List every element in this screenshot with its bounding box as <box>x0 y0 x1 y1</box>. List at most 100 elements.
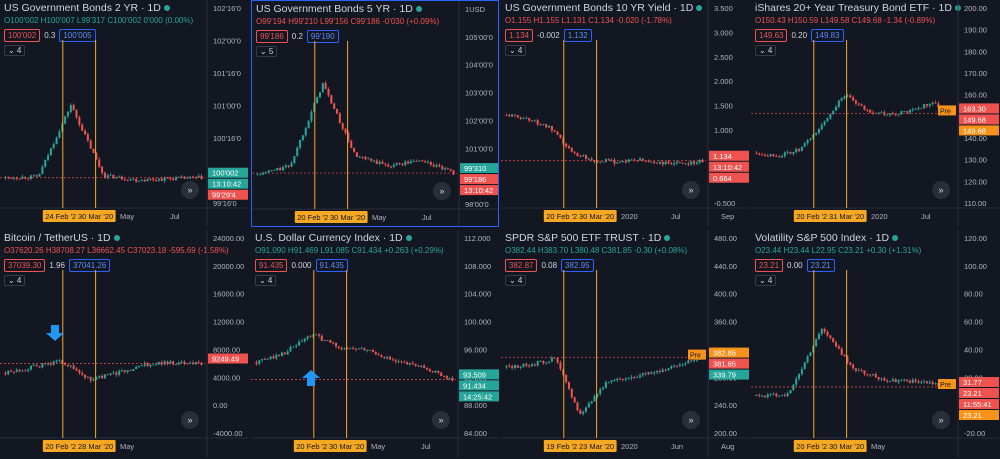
buy-price-button[interactable]: 1.132 <box>563 29 592 42</box>
symbol-title[interactable]: Volatility S&P 500 Index · 1D <box>755 232 890 244</box>
buy-price-button[interactable]: 149.83 <box>811 29 844 42</box>
scroll-to-latest-icon[interactable]: » <box>932 411 950 429</box>
sell-price-button[interactable]: 91.435 <box>255 259 288 272</box>
candle-body <box>377 354 380 356</box>
chart-pane[interactable]: Volatility S&P 500 Index · 1D O23.44 H23.… <box>751 230 999 457</box>
chart-title: SPDR S&P 500 ETF TRUST · 1D <box>505 232 671 244</box>
chart-pane[interactable]: U.S. Dollar Currency Index · 1D O91.090 H… <box>251 230 499 457</box>
candle-body <box>508 115 511 117</box>
price-chart[interactable]: 1USD 105'00'0 104'00'0 103'00'0 102'00'0 101'… <box>252 1 499 227</box>
candle-body <box>18 369 21 372</box>
price-tag-label: 0.664 <box>713 174 732 183</box>
candle-body <box>132 179 135 180</box>
date-marker-tag <box>826 440 867 452</box>
buy-price-button[interactable]: 37041.26 <box>68 259 111 272</box>
sell-price-button[interactable]: 382.87 <box>505 259 538 272</box>
buy-price-button[interactable]: 100'005 <box>59 29 96 42</box>
chart-pane[interactable]: US Government Bonds 10 YR Yield · 1D O1.1… <box>501 0 749 227</box>
date-marker-tag <box>75 440 116 452</box>
symbol-title[interactable]: US Government Bonds 5 YR · 1D <box>256 3 413 15</box>
buy-price-button[interactable]: 91.435 <box>315 259 348 272</box>
scroll-to-latest-icon[interactable]: » <box>682 411 700 429</box>
indicator-collapse-toggle[interactable]: ⌄ 4 <box>755 275 777 286</box>
price-tag <box>709 150 749 161</box>
scroll-to-latest-icon[interactable]: » <box>181 181 199 199</box>
candle-body <box>95 377 98 380</box>
sell-price-button[interactable]: 37039.30 <box>4 259 46 272</box>
price-chart[interactable]: 24000.00 20000.00 16000.00 12000.00 8000.00 4… <box>0 230 248 457</box>
indicator-collapse-toggle[interactable]: ⌄ 4 <box>255 275 277 286</box>
candle-body <box>891 113 894 115</box>
candle-body <box>140 180 143 181</box>
y-axis-tick-label: 80.00 <box>964 290 983 299</box>
sell-price-button[interactable]: 149.63 <box>755 29 788 42</box>
buy-price-button[interactable]: 23.21 <box>806 259 835 272</box>
candle-body <box>437 370 440 373</box>
indicator-collapse-toggle[interactable]: ⌄ 4 <box>505 275 527 286</box>
date-marker-tag <box>543 440 584 452</box>
chart-pane[interactable]: iShares 20+ Year Treasury Bond ETF · 1D O… <box>751 0 999 227</box>
date-marker-tag <box>576 210 617 222</box>
candle-body <box>295 345 298 347</box>
sell-price-button[interactable]: 99'186 <box>256 30 288 43</box>
symbol-title[interactable]: SPDR S&P 500 ETF TRUST · 1D <box>505 232 662 244</box>
symbol-title[interactable]: Bitcoin / TetherUS · 1D <box>4 232 111 244</box>
scroll-to-latest-icon[interactable]: » <box>932 181 950 199</box>
price-chart[interactable]: 3.5003.0002.5002.0001.5001.0000.5000.000… <box>501 0 749 227</box>
candle-body <box>755 394 758 396</box>
buy-price-button[interactable]: 99'190 <box>306 30 339 43</box>
candle-body <box>350 140 353 148</box>
candle-body <box>32 365 35 366</box>
candle-body <box>320 335 323 341</box>
scroll-to-latest-icon[interactable]: » <box>181 411 199 429</box>
chart-pane[interactable]: US Government Bonds 5 YR · 1D O99'194 H99… <box>251 0 499 227</box>
y-axis-tick-label: 1.000 <box>714 126 733 135</box>
price-chart[interactable]: 120.00100.0080.0060.0040.0020.000.00-20.… <box>751 230 999 457</box>
symbol-title[interactable]: US Government Bonds 10 YR Yield · 1D <box>505 2 694 14</box>
candle-body <box>624 378 627 380</box>
candle-body <box>920 381 923 383</box>
candle-body <box>189 362 192 364</box>
candle-body <box>832 338 835 343</box>
candle-body <box>653 372 656 374</box>
indicator-collapse-toggle[interactable]: ⌄ 4 <box>4 275 26 286</box>
symbol-title[interactable]: iShares 20+ Year Treasury Bond ETF · 1D <box>755 2 952 14</box>
candle-body <box>653 161 656 163</box>
price-chart[interactable]: 112.000108.000104.000100.00096.00092.000… <box>251 230 499 457</box>
indicator-collapse-toggle[interactable]: ⌄ 5 <box>256 46 278 57</box>
candle-body <box>417 365 420 367</box>
chart-pane[interactable]: Bitcoin / TetherUS · 1D O37620.26 H38708.… <box>0 230 248 457</box>
sell-price-button[interactable]: 100'002 <box>4 29 41 42</box>
candle-body <box>326 340 329 341</box>
candle-body <box>780 156 784 158</box>
candle-body <box>522 118 525 120</box>
candle-body <box>786 393 789 396</box>
sell-price-button[interactable]: 23.21 <box>755 259 784 272</box>
price-chart[interactable]: 480.00440.00400.00360.00320.00280.00240.… <box>501 230 749 457</box>
chart-title: US Government Bonds 5 YR · 1D <box>256 3 422 15</box>
ohlc-readout: O37620.26 H38708.27 L36662.45 C37023.18 … <box>4 246 229 255</box>
candle-body <box>301 135 304 140</box>
price-tag-label: 13:10:42 <box>464 186 493 195</box>
price-chart[interactable]: 200.00190.00180.00170.00160.00150.00140.… <box>751 0 999 227</box>
indicator-collapse-toggle[interactable]: ⌄ 4 <box>4 45 26 56</box>
candle-body <box>369 350 372 351</box>
sell-price-button[interactable]: 1.134 <box>505 29 534 42</box>
candle-body <box>10 177 13 179</box>
indicator-collapse-toggle[interactable]: ⌄ 4 <box>755 45 777 56</box>
symbol-title[interactable]: US Government Bonds 2 YR · 1D <box>4 2 161 14</box>
candle-body <box>52 361 55 365</box>
candle-body <box>169 178 172 180</box>
scroll-to-latest-icon[interactable]: » <box>432 411 450 429</box>
buy-price-button[interactable]: 382.95 <box>561 259 594 272</box>
scroll-to-latest-icon[interactable]: » <box>682 181 700 199</box>
date-marker-tag <box>793 440 834 452</box>
chart-pane[interactable]: SPDR S&P 500 ETF TRUST · 1D O382.44 H383.… <box>501 230 749 457</box>
candle-body <box>266 358 269 360</box>
date-marker-label: 20 Feb '20 <box>796 442 831 451</box>
price-chart[interactable]: 102'16'0 102'00'0 101'16'0 101'00'0 100'16'0… <box>0 0 248 227</box>
chart-pane[interactable]: US Government Bonds 2 YR · 1D O100'002 H1… <box>0 0 248 227</box>
symbol-title[interactable]: U.S. Dollar Currency Index · 1D <box>255 232 403 244</box>
scroll-to-latest-icon[interactable]: » <box>433 182 451 200</box>
indicator-collapse-toggle[interactable]: ⌄ 4 <box>505 45 527 56</box>
